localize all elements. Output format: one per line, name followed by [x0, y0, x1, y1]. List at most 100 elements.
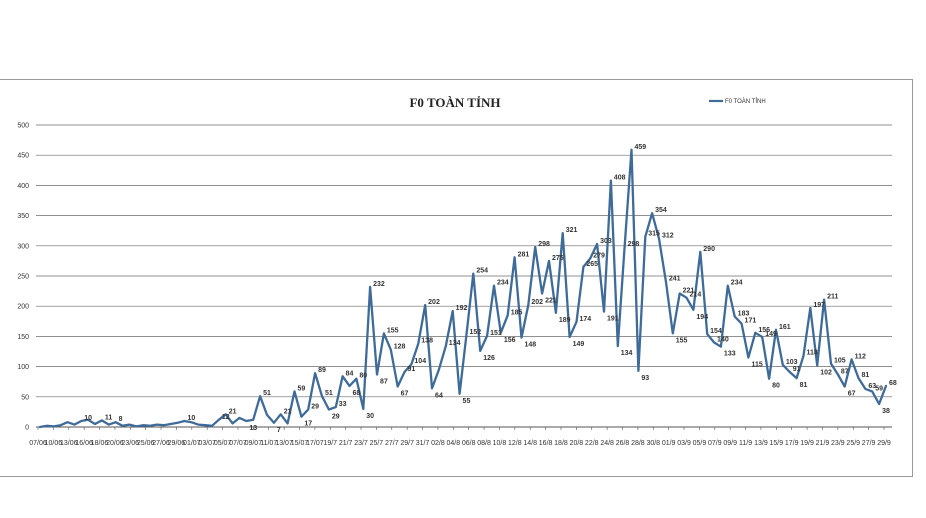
data-label: 89 — [318, 367, 326, 374]
x-tick-label: 05/9 — [693, 440, 707, 447]
data-label: 354 — [655, 207, 667, 214]
x-tick-label: 11/07 — [260, 440, 277, 447]
data-label: 281 — [518, 251, 530, 258]
data-label: 133 — [724, 351, 736, 358]
x-tick-label: 20/06 — [106, 440, 124, 447]
data-label: 81 — [800, 382, 808, 389]
data-label: 102 — [820, 369, 832, 376]
data-label: 68 — [889, 380, 897, 387]
data-label: 84 — [346, 370, 354, 377]
data-label: 192 — [456, 305, 468, 312]
data-label: 87 — [380, 378, 388, 385]
data-label: 254 — [476, 268, 488, 275]
data-label: 312 — [662, 233, 674, 240]
x-tick-label: 16/8 — [539, 440, 553, 447]
y-tick-label: 0 — [25, 425, 29, 432]
x-tick-label: 27/06 — [152, 440, 170, 447]
data-label: 7 — [277, 427, 281, 434]
x-tick-label: 23/9 — [831, 440, 845, 447]
data-label: 10 — [187, 415, 195, 422]
data-label: 105 — [834, 358, 846, 365]
x-tick-label: 04/8 — [446, 440, 460, 447]
data-label: 118 — [806, 350, 817, 357]
data-label: 149 — [573, 341, 585, 348]
x-tick-label: 27/9 — [862, 440, 876, 447]
data-label: 156 — [504, 337, 516, 344]
data-label: 232 — [373, 281, 385, 288]
data-label: 459 — [635, 144, 647, 151]
data-label: 155 — [676, 337, 688, 344]
x-tick-label: 21/7 — [339, 440, 353, 447]
data-label: 221 — [683, 288, 695, 295]
x-tick-label: 10/8 — [493, 440, 507, 447]
x-tick-label: 09/9 — [723, 440, 737, 447]
data-label: 13 — [249, 425, 257, 432]
data-label: 265 — [586, 261, 598, 268]
data-label: 51 — [263, 390, 271, 397]
data-label: 93 — [641, 375, 649, 382]
y-tick-label: 50 — [21, 394, 29, 401]
data-label: 155 — [387, 327, 399, 334]
data-label: 298 — [538, 241, 550, 248]
x-tick-label: 16/06 — [75, 440, 93, 447]
data-label: 234 — [731, 280, 743, 287]
data-label: 148 — [524, 342, 536, 349]
data-label: 59 — [297, 385, 305, 392]
data-label: 67 — [401, 391, 409, 398]
data-label: 87 — [841, 368, 849, 375]
x-tick-label: 01/9 — [662, 440, 676, 447]
data-label: 241 — [669, 275, 681, 282]
data-label: 191 — [607, 316, 619, 323]
data-labels: 10 11 8 10 122113517215917298951293384688030… — [84, 144, 897, 434]
chart-title: F0 TOÀN TỈNH — [409, 95, 500, 110]
data-label: 64 — [435, 392, 443, 399]
x-tick-label: 20/8 — [570, 440, 584, 447]
x-tick-label: 23/06 — [122, 440, 140, 447]
legend-label: F0 TOÀN TỈNH — [725, 98, 766, 105]
data-label: 10 — [84, 415, 92, 422]
data-label: 80 — [772, 383, 780, 390]
x-tick-label: 07/07 — [229, 440, 247, 447]
data-label: 91 — [793, 366, 801, 373]
x-tick-label: 30/8 — [646, 440, 660, 447]
x-tick-label: 31/7 — [416, 440, 430, 447]
x-tick-label: 25/06 — [137, 440, 155, 447]
legend: F0 TOÀN TỈNH — [709, 98, 766, 105]
data-label: 211 — [827, 294, 838, 301]
data-label: 112 — [855, 353, 866, 360]
series-line — [38, 148, 888, 429]
data-label: 29 — [332, 413, 340, 420]
data-label: 214 — [690, 292, 702, 299]
x-tick-label: 02/8 — [431, 440, 445, 447]
y-tick-label: 500 — [17, 123, 29, 130]
x-tick-label: 10/06 — [45, 440, 63, 447]
data-label: 21 — [229, 408, 237, 415]
x-tick-label: 05/07 — [214, 440, 232, 447]
data-label: 234 — [497, 280, 509, 287]
data-label: 408 — [614, 175, 626, 182]
data-label: 81 — [861, 372, 869, 379]
data-label: 290 — [703, 246, 715, 253]
x-tick-label: 18/8 — [554, 440, 568, 447]
x-tick-label: 15/07 — [291, 440, 309, 447]
x-tick-label: 09/07 — [245, 440, 263, 447]
x-tick-label: 17/07 — [306, 440, 324, 447]
data-label: 134 — [449, 340, 461, 347]
data-label: 80 — [359, 373, 367, 380]
data-label: 183 — [738, 310, 750, 317]
x-tick-label: 18/06 — [91, 440, 109, 447]
x-tick-label: 24/8 — [600, 440, 614, 447]
y-tick-label: 450 — [17, 153, 29, 160]
data-label: 202 — [531, 299, 543, 306]
data-label: 151 — [490, 330, 502, 337]
data-label: 38 — [882, 408, 890, 415]
y-tick-label: 150 — [17, 334, 29, 341]
data-label: 315 — [648, 231, 660, 238]
data-label: 67 — [848, 391, 856, 398]
data-label: 51 — [325, 390, 333, 397]
data-label: 185 — [511, 309, 523, 316]
data-label: 126 — [483, 355, 495, 362]
x-tick-label: 11/9 — [739, 440, 752, 447]
x-tick-label: 26/8 — [616, 440, 630, 447]
series-line-group — [38, 148, 888, 429]
